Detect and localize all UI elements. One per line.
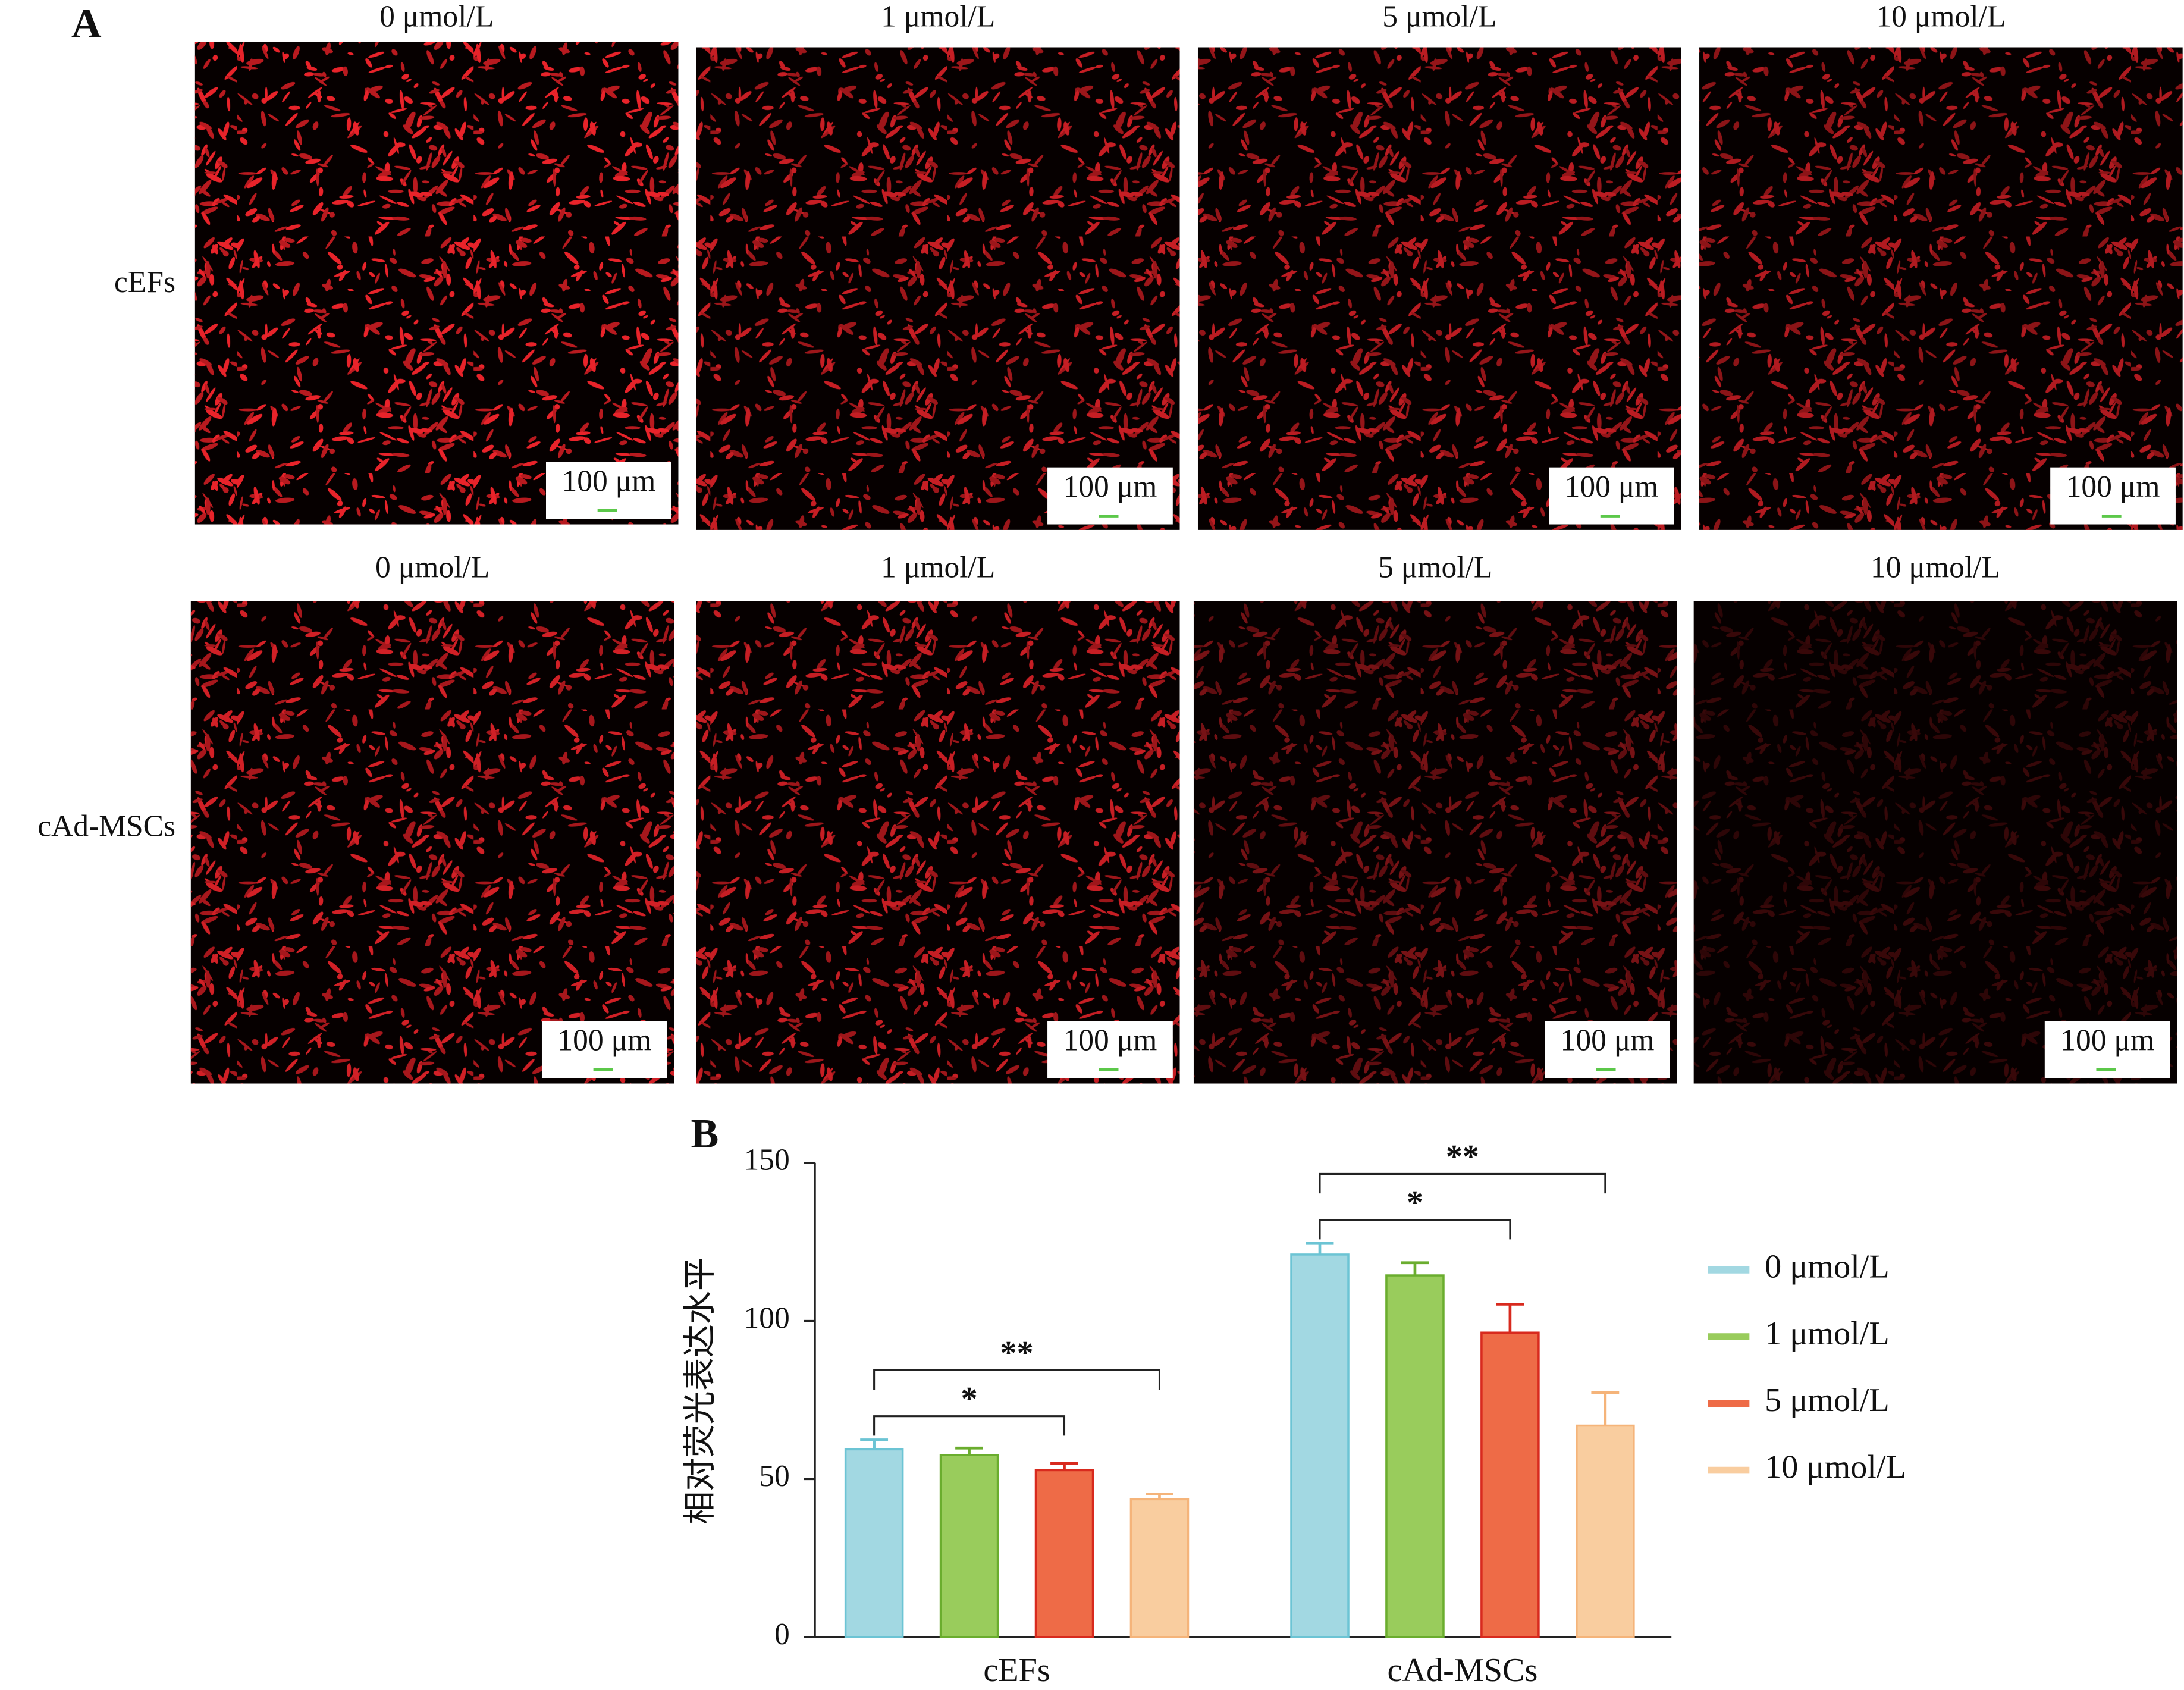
image-title: 1 μmol/L [881, 0, 995, 34]
scale-bar-label: 100 μm [2066, 470, 2160, 504]
error-bar [860, 1438, 889, 1450]
legend-label: 5 μmol/L [1765, 1382, 1890, 1419]
y-tick-label: 100 [744, 1301, 790, 1335]
significance-label: * [961, 1381, 978, 1418]
scale-bar-label: 100 μm [1063, 470, 1157, 504]
micrograph-cells [1197, 47, 1681, 530]
scale-bar-label: 100 μm [1063, 1024, 1157, 1058]
y-tick-label: 50 [759, 1459, 790, 1493]
micrograph-cells [696, 601, 1180, 1084]
row-label: cAd-MSCs [37, 809, 175, 843]
row-label: cEFs [114, 265, 175, 299]
error-bar [955, 1446, 983, 1455]
legend-label: 1 μmol/L [1765, 1315, 1890, 1352]
significance-bracket [1319, 1219, 1511, 1240]
panel-label: B [691, 1111, 719, 1157]
y-tick-label: 150 [744, 1143, 790, 1177]
x-tick-label: cAd-MSCs [1387, 1652, 1537, 1689]
micrograph-cells [1699, 47, 2183, 530]
scale-bar-label: 100 μm [561, 465, 655, 498]
significance-bracket [873, 1415, 1066, 1436]
significance-label: ** [1000, 1335, 1033, 1372]
y-tick-label: 0 [774, 1617, 790, 1651]
legend-label: 10 μmol/L [1765, 1448, 1906, 1485]
significance-bracket [1319, 1172, 1606, 1194]
x-tick-label: cEFs [983, 1652, 1050, 1689]
image-title: 5 μmol/L [1378, 551, 1492, 585]
micrograph-cells [194, 42, 679, 525]
significance-bracket [873, 1369, 1160, 1390]
micrograph-cells [696, 47, 1180, 530]
bar [1034, 1469, 1094, 1638]
scale-bar-label: 100 μm [1565, 470, 1659, 504]
scale-bar-label: 100 μm [1561, 1024, 1655, 1058]
micrograph-cells [1193, 601, 1677, 1084]
image-title: 1 μmol/L [881, 551, 995, 585]
error-bar [1401, 1261, 1429, 1276]
legend-label: 0 μmol/L [1765, 1249, 1890, 1285]
image-title: 10 μmol/L [1876, 0, 2006, 34]
error-bar [1050, 1462, 1078, 1470]
bar [1290, 1253, 1350, 1638]
bar [1480, 1331, 1540, 1638]
error-bar [1306, 1242, 1334, 1255]
scale-bar-label: 100 μm [2060, 1024, 2154, 1058]
image-title: 0 μmol/L [379, 0, 494, 34]
micrograph-cells [190, 601, 674, 1084]
significance-label: ** [1446, 1139, 1479, 1175]
y-axis-label: 相对荧光表达水平 [682, 1258, 718, 1525]
bar [844, 1448, 904, 1638]
bar [1576, 1424, 1635, 1638]
bar [1129, 1498, 1190, 1638]
bar [1385, 1274, 1445, 1638]
scale-bar-label: 100 μm [557, 1024, 651, 1058]
micrograph-cells [1693, 601, 2177, 1084]
error-bar [1591, 1391, 1620, 1426]
image-title: 5 μmol/L [1382, 0, 1496, 34]
significance-label: * [1407, 1184, 1423, 1221]
image-title: 0 μmol/L [375, 551, 489, 585]
image-title: 10 μmol/L [1871, 551, 2000, 585]
error-bar [1496, 1303, 1524, 1333]
bar [939, 1454, 999, 1638]
panel-label: A [71, 1, 102, 47]
